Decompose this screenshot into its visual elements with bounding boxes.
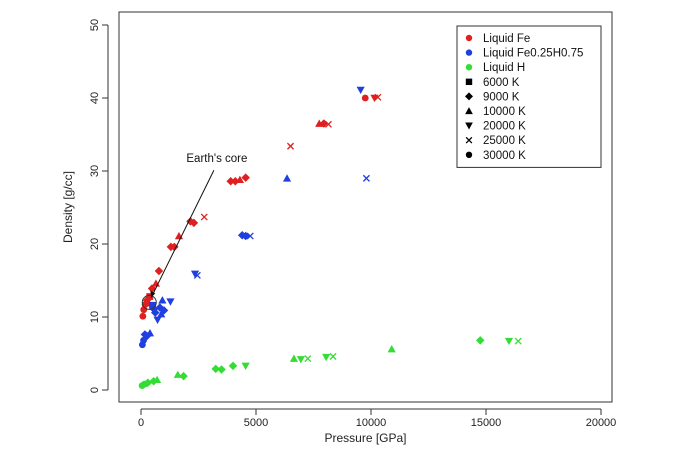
data-point [504,337,514,346]
data-point [140,336,147,344]
legend-symbol [465,63,473,71]
data-point [158,296,167,304]
data-point [322,353,331,362]
x-tick-label: 10000 [356,417,387,429]
legend-label: Liquid Fe0.25H0.75 [483,48,583,60]
legend: Liquid Fe Liquid Fe0.25H0.75 Liquid H 6000 … [456,25,602,168]
series-1 [138,86,370,349]
y-tick-label: 0 [89,387,101,393]
series-0 [139,93,382,320]
data-point [228,361,238,371]
data-points [138,86,522,390]
series-2 [138,336,522,390]
y-axis-title: Density [g/cc] [61,171,75,243]
data-point [189,218,199,228]
annotation-arrow [150,170,215,298]
legend-label: Liquid H [483,62,525,74]
data-point [241,362,250,370]
data-point [246,232,254,240]
legend-label: 9000 K [483,91,520,103]
legend-symbol [465,49,473,56]
data-point [374,93,382,101]
legend-label: Liquid Fe [483,33,530,45]
x-axis-title: Pressure [GPa] [324,431,406,445]
data-point [217,365,226,374]
legend-label: 25000 K [483,135,526,147]
data-point [296,356,305,364]
data-point [235,175,244,184]
data-point [231,176,240,186]
legend-box [456,25,602,168]
y-tick-label: 50 [89,19,101,31]
legend-label: 10000 K [483,106,526,118]
data-point [387,345,396,353]
data-point [282,174,292,182]
data-point [190,270,200,279]
data-point [157,310,166,318]
data-point [166,298,175,306]
annotation-arrowhead [150,290,156,298]
legend-symbol [465,122,473,130]
legend-symbol [465,151,473,158]
data-point [476,336,485,345]
x-tick-label: 15000 [471,417,502,429]
data-point [146,293,154,300]
data-point [289,354,299,362]
y-tick-label: 10 [89,311,101,323]
x-axis: 0 5000 10000 15000 20000 [138,408,617,429]
data-point [153,375,162,384]
data-point [139,312,147,320]
data-point [179,371,188,381]
data-point [145,328,155,337]
y-tick-label: 30 [89,165,101,177]
data-point [200,213,208,221]
legend-symbol [465,78,473,85]
data-point [514,337,522,345]
legend-symbol [465,92,473,101]
data-point [170,242,179,252]
annotation-label: Earth's core [186,153,247,165]
data-point [149,301,156,309]
data-point [286,142,295,150]
legend-label: 6000 K [483,77,520,89]
data-point [304,355,312,363]
legend-label: 20000 K [483,121,526,133]
data-point [154,266,164,276]
data-point [329,352,337,360]
data-point [193,271,201,279]
y-axis: 0 10 20 30 40 50 [89,19,109,393]
data-point [151,308,160,317]
data-point [143,378,153,387]
data-point [153,316,162,324]
x-tick-label: 5000 [244,417,268,429]
data-point [356,86,365,95]
annotations: Earth's core [141,153,247,310]
y-tick-label: 20 [89,238,101,250]
legend-symbol [465,136,473,144]
data-point [361,94,369,102]
data-point [362,174,370,182]
legend-symbol [465,107,473,115]
data-point [324,120,332,128]
data-point [159,306,169,315]
legend-label: 30000 K [483,150,526,162]
legend-symbol [465,34,473,42]
data-point [226,176,235,186]
plot-border [118,11,613,403]
y-tick-label: 40 [89,92,101,104]
x-tick-label: 20000 [586,417,617,429]
data-point [241,173,250,182]
x-tick-label: 0 [138,417,144,429]
annotation-ring [141,294,157,310]
data-point [211,364,220,374]
plot-frame [118,11,613,403]
